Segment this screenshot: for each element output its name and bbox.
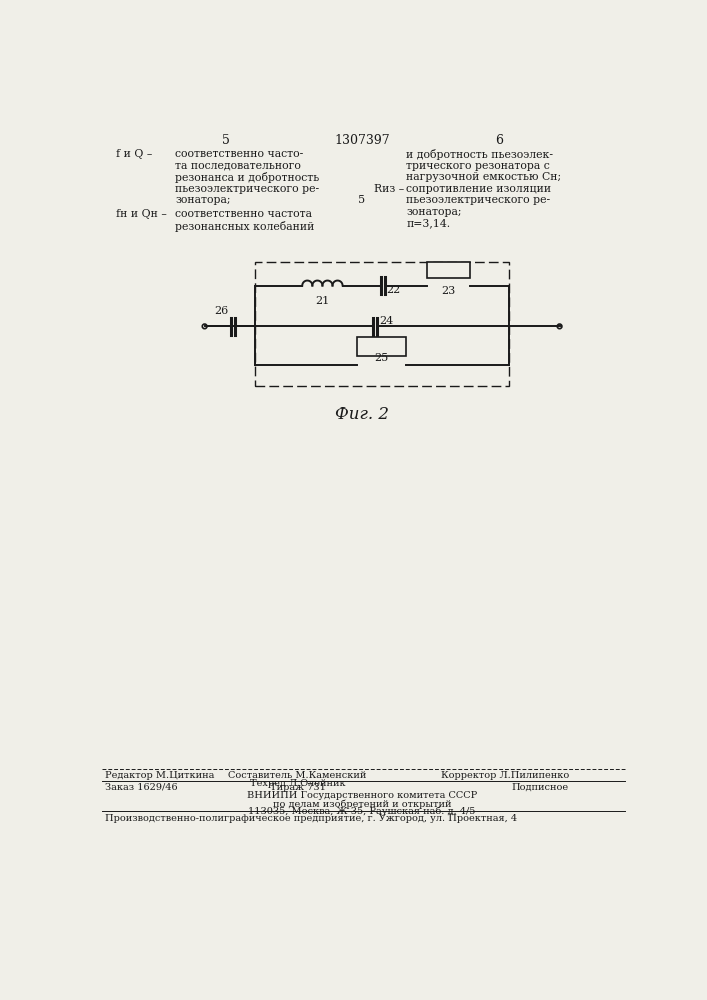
Text: пьезоэлектрического ре-: пьезоэлектрического ре- — [406, 195, 550, 205]
Text: fн и Qн –: fн и Qн – — [116, 209, 167, 219]
Text: ВНИИПИ Государственного комитета СССР: ВНИИПИ Государственного комитета СССР — [247, 791, 477, 800]
Text: 6: 6 — [495, 134, 503, 147]
Text: 23: 23 — [442, 286, 456, 296]
Text: Фиг. 2: Фиг. 2 — [335, 406, 389, 423]
Text: и добротность пьезоэлек-: и добротность пьезоэлек- — [406, 149, 553, 160]
Text: сопротивление изоляции: сопротивление изоляции — [406, 184, 551, 194]
Text: 5: 5 — [358, 195, 366, 205]
Text: f и Q –: f и Q – — [116, 149, 153, 159]
Text: π=3,14.: π=3,14. — [406, 219, 450, 229]
Bar — [255, 262, 509, 386]
Text: резонансных колебаний: резонансных колебаний — [175, 221, 315, 232]
Text: пьезоэлектрического ре-: пьезоэлектрического ре- — [175, 184, 320, 194]
Text: Подписное: Подписное — [512, 783, 569, 792]
Bar — [427, 262, 470, 278]
Text: 22: 22 — [386, 285, 400, 295]
Text: трического резонатора с: трического резонатора с — [406, 161, 550, 171]
Text: Производственно-полиграфическое предприятие, г. Ужгород, ул. Проектная, 4: Производственно-полиграфическое предприя… — [105, 814, 518, 823]
Text: нагрузочной емкостью Cн;: нагрузочной емкостью Cн; — [406, 172, 561, 182]
Text: зонатора;: зонатора; — [406, 207, 462, 217]
Text: соответственно часто-: соответственно часто- — [175, 149, 303, 159]
Text: Заказ 1629/46: Заказ 1629/46 — [105, 783, 178, 792]
Text: 5: 5 — [221, 134, 230, 147]
Text: 1307397: 1307397 — [334, 134, 390, 147]
Text: зонатора;: зонатора; — [175, 195, 230, 205]
Text: Составитель М.Каменский: Составитель М.Каменский — [228, 771, 367, 780]
Text: резонанса и добротность: резонанса и добротность — [175, 172, 320, 183]
Text: 26: 26 — [214, 306, 228, 316]
Text: Техред Л.Олейник: Техред Л.Олейник — [250, 779, 346, 788]
Text: Редактор М.Циткина: Редактор М.Циткина — [105, 771, 215, 780]
Text: 25: 25 — [374, 353, 388, 363]
Text: соответственно частота: соответственно частота — [175, 209, 312, 219]
Text: по делам изобретений и открытий: по делам изобретений и открытий — [273, 799, 451, 809]
Text: 24: 24 — [379, 316, 393, 326]
Text: Rиз –: Rиз – — [373, 184, 404, 194]
Text: 113035, Москва, Ж-35, Раушская наб. д. 4/5: 113035, Москва, Ж-35, Раушская наб. д. 4… — [248, 807, 476, 816]
Bar — [356, 337, 406, 356]
Text: Корректор Л.Пилипенко: Корректор Л.Пилипенко — [440, 771, 569, 780]
Text: та последовательного: та последовательного — [175, 161, 301, 171]
Text: Тираж 731: Тираж 731 — [269, 783, 325, 792]
Text: 21: 21 — [315, 296, 329, 306]
